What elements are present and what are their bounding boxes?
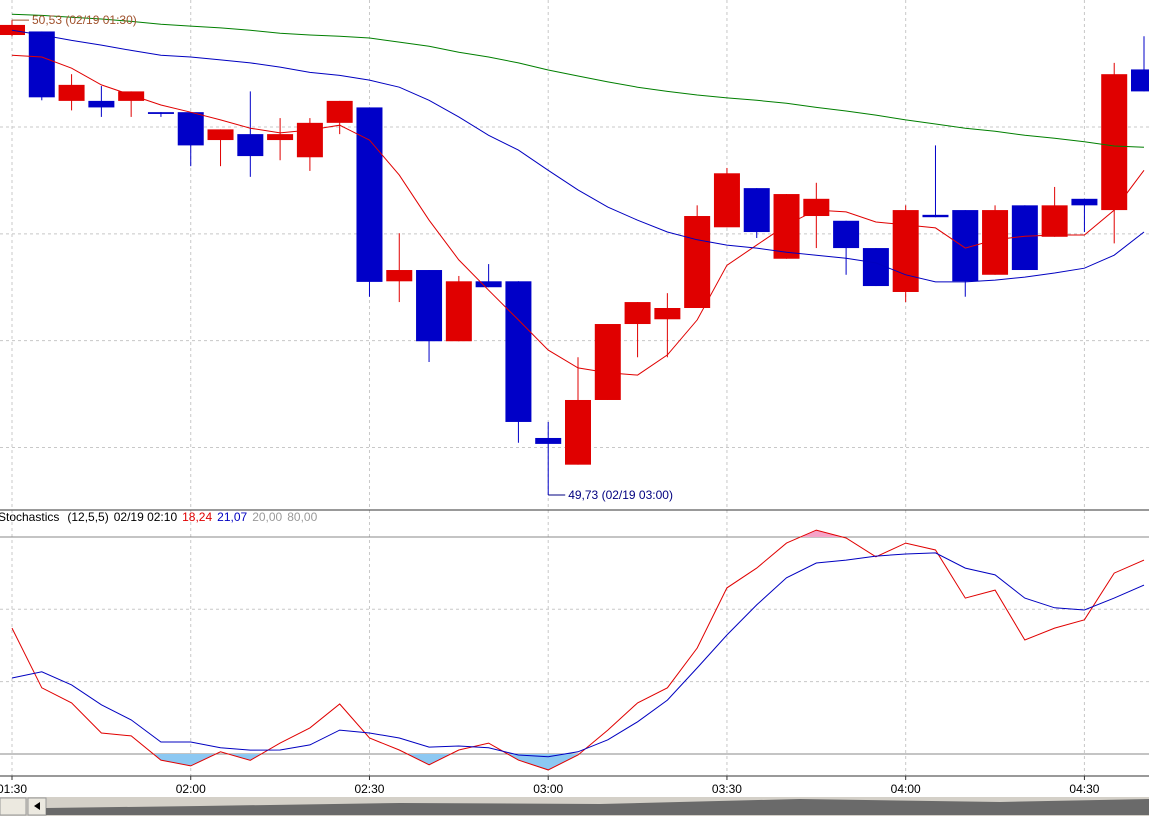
candle-body xyxy=(326,100,353,123)
candle-body xyxy=(565,399,591,465)
x-tick-label: 04:30 xyxy=(1069,782,1099,796)
candle-body xyxy=(922,214,949,218)
indicator-title: Stochastics xyxy=(0,510,59,524)
x-tick-label: 02:30 xyxy=(354,782,384,796)
candle-body xyxy=(445,281,472,342)
x-tick-label: 04:00 xyxy=(891,782,921,796)
stochastic-line xyxy=(11,529,1145,771)
candle-body xyxy=(862,248,889,287)
x-tick-label: 03:30 xyxy=(712,782,742,796)
readout-k: 18,24 xyxy=(182,510,212,524)
moving-average-line xyxy=(11,29,1145,283)
moving-average-line xyxy=(11,13,1145,148)
scrollbar[interactable] xyxy=(0,797,1149,816)
scroll-button[interactable] xyxy=(0,797,27,816)
annotation-label: 49,73 (02/19 03:00) xyxy=(568,488,673,502)
candle-body xyxy=(773,194,800,259)
moving-average-line xyxy=(11,54,1145,376)
candle-body xyxy=(207,129,234,141)
candle-body xyxy=(624,302,651,325)
candle-body xyxy=(88,100,115,108)
candle-body xyxy=(1041,205,1068,237)
candle-body xyxy=(833,220,860,249)
arrow-icon xyxy=(34,802,40,810)
candle-body xyxy=(1131,69,1149,92)
candle-body xyxy=(58,84,85,101)
candle-body xyxy=(892,210,919,292)
x-tick-label: 01:30 xyxy=(0,782,27,796)
annotation-label: 50,53 (02/19 01:30) xyxy=(32,13,137,27)
readout-level: 80,00 xyxy=(287,510,317,524)
readout-time: 02/19 02:10 xyxy=(114,510,178,524)
candle-body xyxy=(654,308,681,320)
candle-body xyxy=(1101,74,1128,211)
candle-body xyxy=(505,281,532,422)
overview-silhouette xyxy=(46,799,1149,815)
x-tick-label: 02:00 xyxy=(176,782,206,796)
candle-body xyxy=(386,270,413,282)
stochastic-line xyxy=(11,552,1145,758)
candle-body xyxy=(177,112,204,146)
candle-body xyxy=(1071,198,1098,206)
candle-body xyxy=(594,324,621,400)
stochastics-pane xyxy=(0,529,1149,771)
stochastics-readout: Stochastics (12,5,5) 02/19 02:10 18,24 21,07… xyxy=(0,510,318,524)
candle-body xyxy=(743,188,770,233)
readout-level: 20,00 xyxy=(252,510,282,524)
candle-body xyxy=(237,134,264,157)
candle-body xyxy=(267,134,294,141)
indicator-params: (12,5,5) xyxy=(67,510,108,524)
candle-body xyxy=(356,107,383,282)
candle-body xyxy=(684,216,711,309)
candle-body xyxy=(296,122,323,158)
x-tick-label: 03:00 xyxy=(533,782,563,796)
candle-body xyxy=(713,173,740,228)
readout-d: 21,07 xyxy=(217,510,247,524)
candle-body xyxy=(535,437,562,444)
time-axis: 01:30 02:00 02:30 03:00 03:30 04:00 04:30 xyxy=(0,776,1100,796)
candle-body xyxy=(118,91,145,101)
candle-body xyxy=(475,281,502,288)
candle-body xyxy=(416,270,443,342)
candle-body xyxy=(803,198,830,217)
candle-body xyxy=(28,31,55,98)
candle-body xyxy=(147,112,174,114)
price-pane xyxy=(0,13,1149,495)
